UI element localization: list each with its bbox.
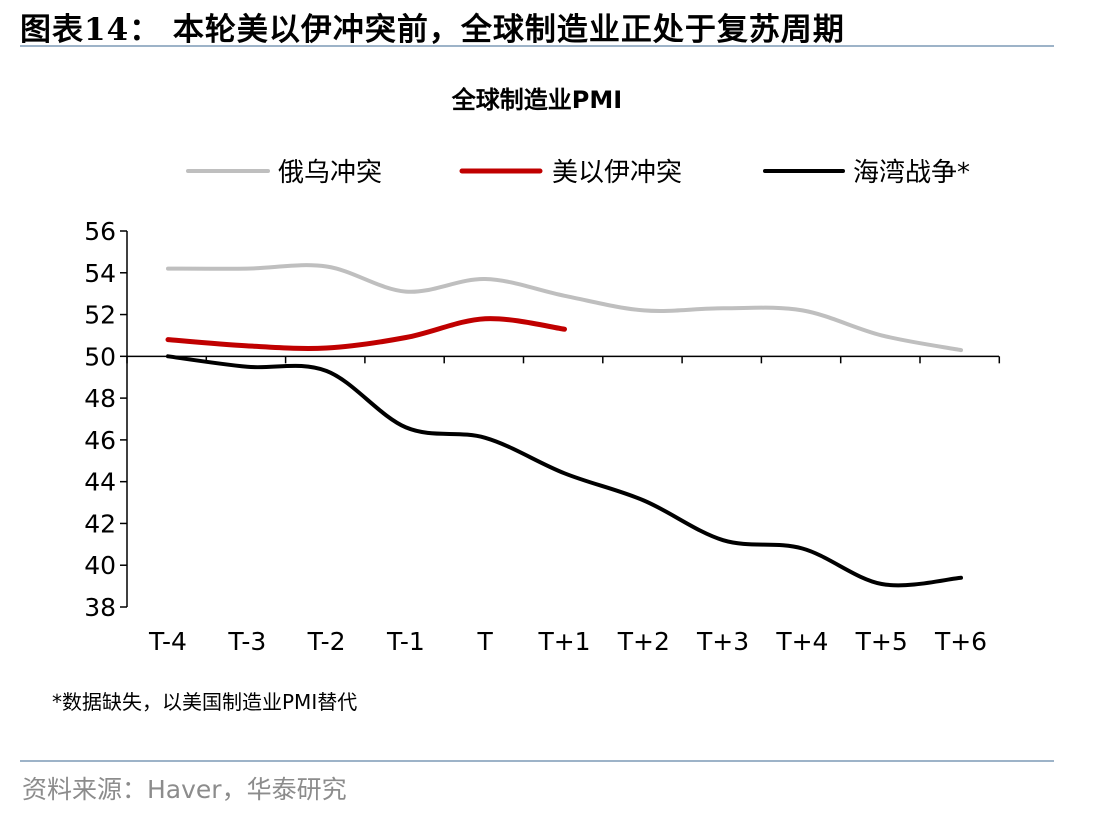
y-tick-label: 40 — [84, 551, 116, 580]
series-line-2 — [165, 316, 567, 351]
x-tick-label: T+2 — [617, 627, 670, 656]
x-tick-label: T+1 — [537, 627, 590, 656]
x-tick-label: T-2 — [307, 627, 346, 656]
series-line-1 — [166, 263, 963, 353]
figure-title: 图表14： 本轮美以伊冲突前，全球制造业正处于复苏周期 — [20, 12, 845, 48]
y-tick-label: 54 — [84, 259, 116, 288]
y-tick-label: 56 — [84, 217, 116, 246]
y-axis: 56 54 52 50 48 46 44 42 40 38 — [84, 217, 128, 622]
source-citation: 资料来源：Haver，华泰研究 — [22, 775, 347, 804]
chart-note: *数据缺失，以美国制造业PMI替代 — [52, 690, 358, 714]
y-tick-label: 44 — [84, 468, 116, 497]
bottom-divider — [20, 760, 1054, 762]
legend-label: 美以伊冲突 — [552, 158, 682, 188]
legend: 俄乌冲突 美以伊冲突 海湾战争* — [186, 158, 970, 188]
chart-title: 全球制造业PMI — [451, 86, 622, 114]
y-tick-label: 52 — [84, 301, 116, 330]
y-tick-label: 50 — [84, 342, 116, 371]
y-tick-label: 46 — [84, 426, 116, 455]
x-tick-label: T+4 — [775, 627, 828, 656]
y-tick-label: 48 — [84, 384, 116, 413]
x-tick-label: T-1 — [386, 627, 425, 656]
legend-label: 俄乌冲突 — [278, 158, 382, 188]
x-tick-label: T+5 — [855, 627, 908, 656]
y-tick-label: 42 — [84, 509, 116, 538]
y-tick-label: 38 — [84, 593, 116, 622]
pmi-line-chart: 全球制造业PMI 俄乌冲突 美以伊冲突 海湾战争* 56 54 52 50 48 46 44 42… — [84, 86, 1001, 656]
legend-label: 海湾战争* — [853, 158, 970, 188]
x-tick-label: T-3 — [227, 627, 266, 656]
top-divider — [20, 45, 1054, 47]
series-line-3 — [166, 354, 963, 588]
x-tick-label: T — [477, 627, 494, 656]
x-axis: T-4 T-3 T-2 T-1 T T+1 T+2 T+3 T+4 T+5 T+6 — [126, 355, 1001, 656]
x-tick-label: T-4 — [148, 627, 187, 656]
x-tick-label: T+3 — [696, 627, 749, 656]
x-tick-label: T+6 — [934, 627, 987, 656]
series-layer — [165, 263, 963, 588]
